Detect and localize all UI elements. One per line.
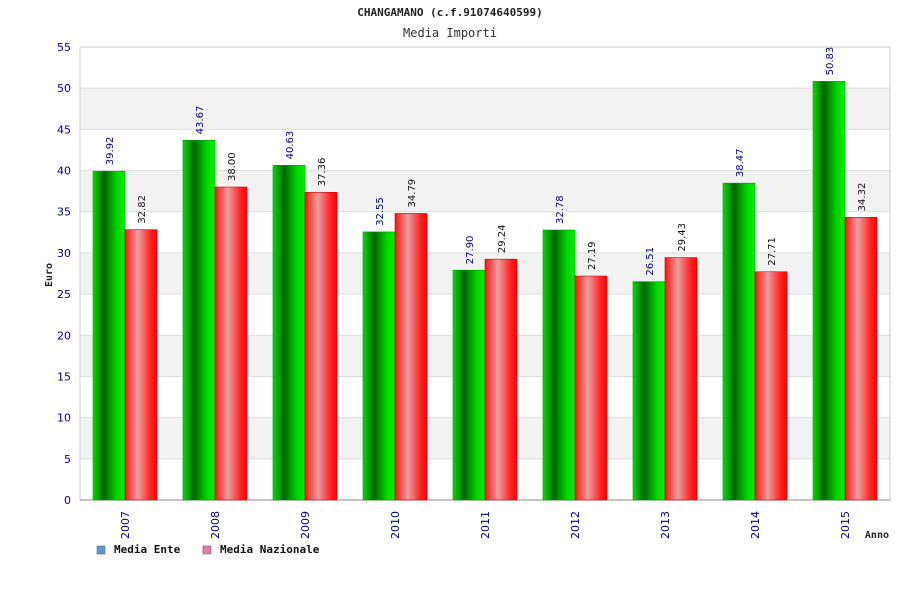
y-axis-ticks: 0 5 10 15 20 25 30 35 40 45 50 55 [57,41,71,507]
grid-band [80,88,890,130]
value-label-media-ente-2012: 32.78 [555,195,566,224]
bar-media-nazionale-2015 [844,217,878,501]
y-tick-label: 0 [64,494,71,507]
y-axis-label: Euro [44,263,55,287]
value-label-media-ente-2008: 43.67 [195,106,206,135]
bar-media-ente-2013 [632,281,666,501]
value-labels: 39.92 32.82 43.67 38.00 40.63 37.36 32.55 34.79… [105,47,868,276]
value-label-media-nazionale-2014: 27.71 [767,237,778,266]
chart-subtitle: Media Importi [403,26,497,40]
value-label-media-nazionale-2008: 38.00 [227,152,238,181]
y-tick-label: 10 [57,412,71,425]
value-label-media-ente-2014: 38.47 [735,149,746,178]
bars [92,81,878,501]
y-tick-label: 40 [57,165,71,178]
value-label-media-ente-2009: 40.63 [285,131,296,160]
y-tick-label: 25 [57,288,71,301]
x-axis-ticks: 2007 2008 2009 2010 2011 2012 2013 2014 2015 [119,511,852,539]
x-tick-label-2009: 2009 [299,511,312,539]
bar-media-nazionale-2014 [754,271,788,501]
bar-media-nazionale-2008 [214,186,248,501]
value-label-media-ente-2011: 27.90 [465,236,476,265]
value-label-media-nazionale-2009: 37.36 [317,158,328,187]
y-tick-label: 45 [57,123,71,136]
bar-media-ente-2009 [272,165,306,501]
x-tick-label-2008: 2008 [209,511,222,539]
x-tick-label-2013: 2013 [659,511,672,539]
y-tick-label: 15 [57,370,71,383]
legend-swatch-media-nazionale [202,545,212,555]
x-tick-label-2012: 2012 [569,511,582,539]
y-tick-label: 50 [57,82,71,95]
x-tick-label-2007: 2007 [119,511,132,539]
bar-media-nazionale-2013 [664,257,698,501]
value-label-media-nazionale-2011: 29.24 [497,225,508,254]
value-label-media-nazionale-2010: 34.79 [407,179,418,208]
value-label-media-ente-2013: 26.51 [645,247,656,276]
y-tick-label: 30 [57,247,71,260]
legend-label-media-nazionale: Media Nazionale [220,543,320,556]
bar-media-ente-2010 [362,231,396,501]
legend-label-media-ente: Media Ente [114,543,181,556]
bar-media-nazionale-2009 [304,191,338,501]
y-tick-label: 55 [57,41,71,54]
value-label-media-ente-2010: 32.55 [375,197,386,226]
x-axis-label: Anno [865,530,889,541]
y-tick-label: 35 [57,206,71,219]
bar-media-ente-2007 [92,170,126,501]
value-label-media-nazionale-2012: 27.19 [587,241,598,270]
x-tick-label-2015: 2015 [839,511,852,539]
bar-media-nazionale-2012 [574,275,608,501]
bar-media-ente-2015 [812,81,846,501]
value-label-media-ente-2015: 50.83 [825,47,836,76]
x-tick-label-2014: 2014 [749,511,762,539]
x-tick-label-2011: 2011 [479,511,492,539]
value-label-media-nazionale-2007: 32.82 [137,195,148,224]
value-label-media-ente-2007: 39.92 [105,137,116,166]
x-tick-label-2010: 2010 [389,511,402,539]
bar-media-nazionale-2011 [484,258,518,501]
value-label-media-nazionale-2013: 29.43 [677,223,688,252]
y-tick-label: 5 [64,453,71,466]
bar-media-ente-2012 [542,229,576,501]
bar-media-nazionale-2010 [394,213,428,501]
bar-media-ente-2011 [452,269,486,501]
bar-media-ente-2014 [722,182,756,501]
bar-media-nazionale-2007 [124,229,158,501]
value-label-media-nazionale-2015: 34.32 [857,183,868,212]
y-tick-label: 20 [57,329,71,342]
chart-title: CHANGAMANO (c.f.91074640599) [357,6,542,19]
legend: Media Ente Media Nazionale [96,543,320,556]
bar-media-ente-2008 [182,140,216,501]
legend-swatch-media-ente [96,545,106,555]
